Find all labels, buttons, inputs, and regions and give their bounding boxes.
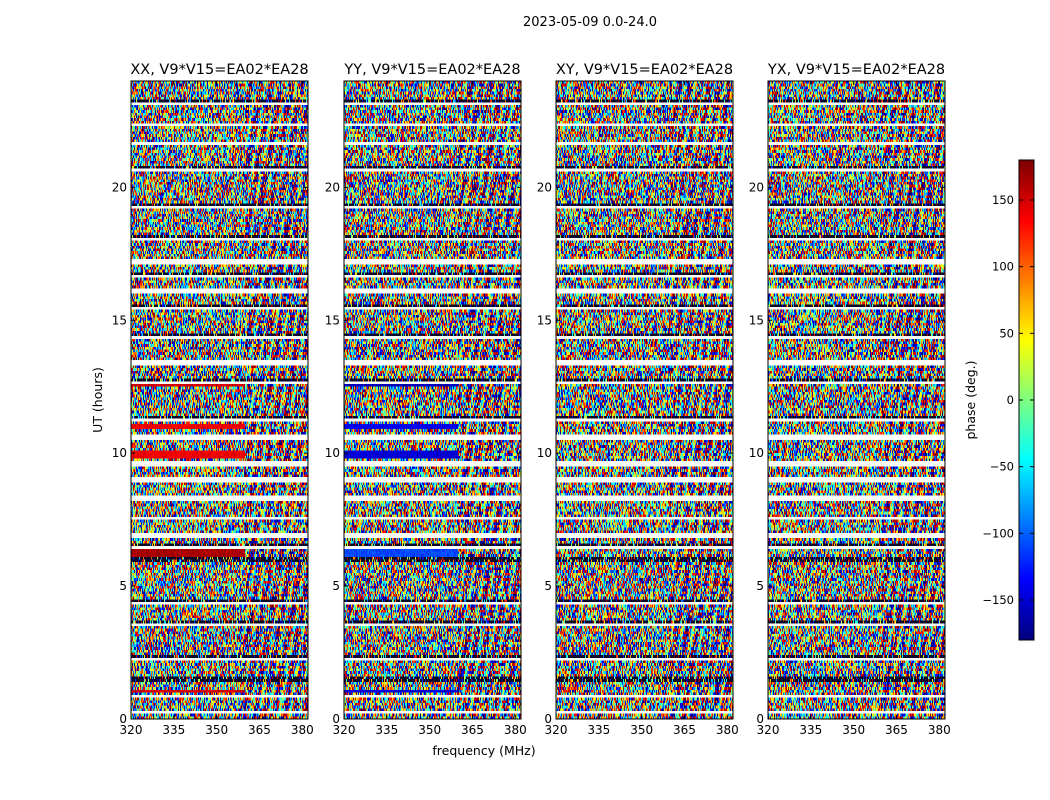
- y-tick-label: 0: [544, 712, 552, 726]
- panel-yx: YX, V9*V15=EA02*EA28 320 335 350 365 380 0 5 10 1…: [749, 62, 951, 737]
- x-tick-label: 350: [630, 723, 653, 737]
- y-axis-label: UT (hours): [90, 367, 105, 433]
- panels-group: XX, V9*V15=EA02*EA28 320 335 350 365 380 0 5 10 1…: [112, 62, 951, 737]
- y-tick-label: 10: [325, 446, 340, 460]
- y-tick-label: 5: [756, 579, 764, 593]
- panel-title: YX, V9*V15=EA02*EA28: [767, 62, 945, 78]
- y-tick-label: 0: [756, 712, 764, 726]
- x-tick-label: 320: [545, 723, 568, 737]
- x-tick-label: 380: [716, 723, 739, 737]
- y-tick-label: 10: [749, 446, 764, 460]
- colorbar-gradient: [1019, 160, 1034, 640]
- y-tick-label: 20: [537, 180, 552, 194]
- panel-xy: XY, V9*V15=EA02*EA28 320 335 350 365 380 0 5 10 1…: [537, 62, 739, 737]
- colorbar-tick-label: −50: [990, 460, 1014, 474]
- x-tick-label: 365: [885, 723, 908, 737]
- y-tick-label: 5: [332, 579, 340, 593]
- x-tick-label: 365: [461, 723, 484, 737]
- x-tick-label: 335: [162, 723, 185, 737]
- x-tick-label: 380: [504, 723, 527, 737]
- x-tick-label: 335: [587, 723, 610, 737]
- x-tick-label: 380: [928, 723, 951, 737]
- y-tick-label: 20: [749, 180, 764, 194]
- x-tick-label: 320: [757, 723, 780, 737]
- x-tick-label: 365: [673, 723, 696, 737]
- panel-title: XX, V9*V15=EA02*EA28: [130, 62, 308, 78]
- colorbar-tick-label: 50: [999, 326, 1014, 340]
- axes-frame: [343, 80, 522, 720]
- colorbar-label: phase (deg.): [963, 361, 978, 440]
- x-tick-label: 320: [120, 723, 143, 737]
- y-tick-label: 20: [325, 180, 340, 194]
- panel-xx: XX, V9*V15=EA02*EA28 320 335 350 365 380 0 5 10 1…: [112, 62, 314, 737]
- phase-heatmap: [768, 81, 945, 719]
- phase-heatmap: [344, 81, 521, 719]
- y-tick-label: 0: [332, 712, 340, 726]
- y-tick-label: 0: [119, 712, 127, 726]
- y-tick-label: 15: [112, 313, 127, 327]
- axes-frame: [130, 80, 309, 720]
- y-tick-label: 15: [325, 313, 340, 327]
- x-tick-label: 350: [842, 723, 865, 737]
- colorbar-tick-label: −100: [982, 526, 1014, 540]
- y-tick-label: 10: [537, 446, 552, 460]
- x-tick-label: 365: [248, 723, 271, 737]
- x-tick-label: 350: [205, 723, 228, 737]
- y-tick-label: 20: [112, 180, 127, 194]
- y-tick-label: 10: [112, 446, 127, 460]
- x-tick-label: 335: [375, 723, 398, 737]
- phase-heatmap: [131, 81, 308, 719]
- axes-frame: [767, 80, 946, 720]
- phase-heatmap: [556, 81, 733, 719]
- y-tick-label: 5: [544, 579, 552, 593]
- colorbar-tick-label: 150: [992, 193, 1014, 207]
- y-tick-label: 5: [119, 579, 127, 593]
- x-tick-label: 335: [799, 723, 822, 737]
- figure-suptitle: 2023-05-09 0.0-24.0: [523, 15, 657, 30]
- colorbar: 150 100 50 0 −50 −100 −150: [982, 159, 1035, 641]
- y-tick-label: 15: [537, 313, 552, 327]
- axes-frame: [555, 80, 734, 720]
- y-tick-label: 15: [749, 313, 764, 327]
- panel-yy: YY, V9*V15=EA02*EA28 320 335 350 365 380 0 5 10 1…: [325, 62, 527, 737]
- colorbar-tick-label: 100: [992, 260, 1014, 274]
- x-tick-label: 320: [333, 723, 356, 737]
- panel-title: XY, V9*V15=EA02*EA28: [556, 62, 733, 78]
- x-tick-label: 350: [418, 723, 441, 737]
- x-axis-label: frequency (MHz): [432, 743, 535, 758]
- colorbar-tick-label: 0: [1007, 393, 1014, 407]
- panel-title: YY, V9*V15=EA02*EA28: [343, 62, 520, 78]
- colorbar-tick-label: −150: [982, 593, 1014, 607]
- x-tick-label: 380: [291, 723, 314, 737]
